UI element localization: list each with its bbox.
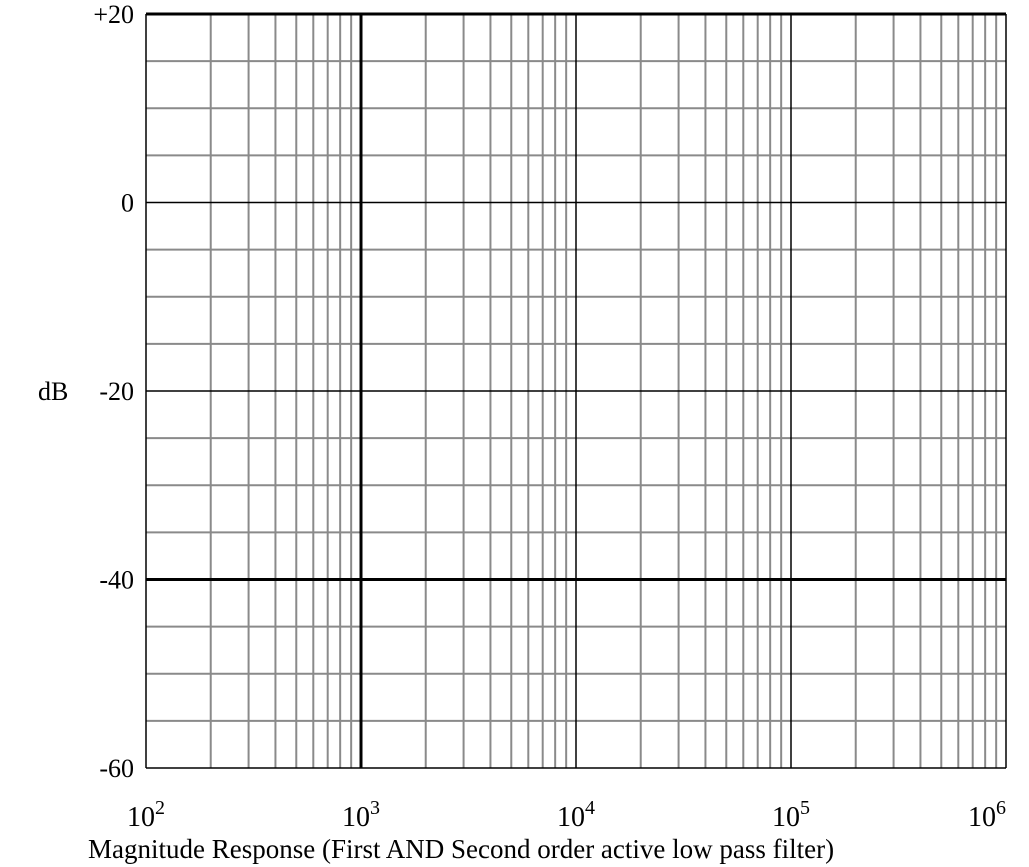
y-axis-label: dB bbox=[38, 377, 68, 406]
y-tick-label: -60 bbox=[99, 754, 134, 783]
x-tick-label: 103 bbox=[342, 797, 380, 833]
y-tick-label: 0 bbox=[121, 189, 134, 218]
y-tick-label: -20 bbox=[99, 377, 134, 406]
x-tick-label: 105 bbox=[772, 797, 810, 833]
chart-caption: Magnitude Response (First AND Second ord… bbox=[88, 834, 834, 864]
x-tick-label: 104 bbox=[557, 797, 595, 833]
x-tick-labels: 102 103 104 105 106 bbox=[127, 797, 1006, 833]
major-grid bbox=[145, 12, 1007, 769]
y-tick-label: +20 bbox=[93, 0, 134, 29]
x-tick-label: 102 bbox=[127, 797, 165, 833]
x-tick-label: 106 bbox=[968, 797, 1006, 833]
y-tick-labels: +20 0 -20 -40 -60 bbox=[93, 0, 134, 783]
y-tick-label: -40 bbox=[99, 566, 134, 595]
